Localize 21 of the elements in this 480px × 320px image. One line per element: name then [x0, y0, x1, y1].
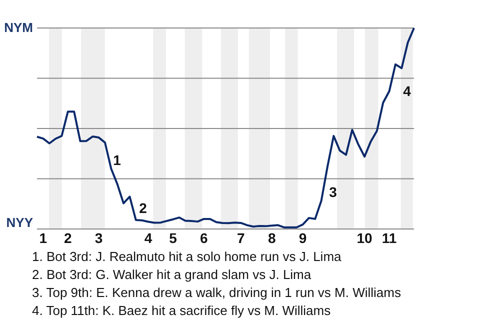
- x-tick-label: 7: [237, 230, 246, 246]
- text: NYY: [6, 215, 34, 230]
- x-tick-label: 3: [94, 230, 103, 246]
- x-tick-label: 10: [356, 230, 373, 246]
- text: 4. Top 11th: K. Baez hit a sacrifice fly vs M. Williams: [32, 303, 332, 318]
- x-tick-label: 11: [382, 230, 397, 246]
- x-tick-label: 6: [200, 230, 208, 246]
- x-tick-label: 4: [144, 230, 152, 246]
- x-tick-label: 8: [268, 230, 276, 246]
- x-tick-label: 1: [39, 230, 48, 246]
- text: 1. Bot 3rd: J. Realmuto hit a solo home run vs J. Lima: [32, 249, 342, 264]
- text: NYM: [4, 20, 33, 35]
- annotation: 3: [329, 184, 338, 200]
- x-tick-label: 2: [64, 230, 72, 246]
- annotation: 1: [113, 152, 122, 168]
- annotation: 4: [403, 83, 412, 99]
- text: 2. Bot 3rd: G. Walker hit a grand slam vs J. Lima: [32, 267, 312, 282]
- x-tick-label: 9: [298, 230, 307, 246]
- x-tick-label: 5: [169, 230, 178, 246]
- text: 3. Top 9th: E. Kenna drew a walk, driving in 1 run vs M. Williams: [32, 285, 402, 300]
- annotation: 2: [139, 200, 148, 216]
